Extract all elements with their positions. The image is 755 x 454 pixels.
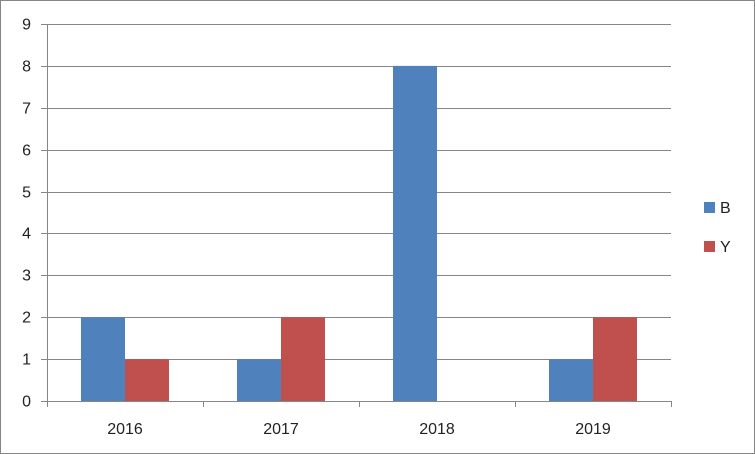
axes [47, 24, 671, 402]
y-tick-label: 1 [22, 352, 31, 369]
y-tick-label: 6 [22, 143, 31, 160]
y-tick-label: 0 [22, 394, 31, 411]
bars [81, 65, 637, 401]
legend-swatch-B [704, 202, 715, 213]
legend-swatch-Y [704, 241, 715, 252]
legend-label-B: B [720, 200, 731, 217]
bar-B-2019 [549, 359, 593, 401]
x-tick-label: 2019 [575, 421, 611, 438]
y-axis-ticks: 0 1 2 3 4 5 6 7 8 9 [22, 17, 47, 411]
bar-Y-2019 [593, 317, 637, 401]
gridlines [47, 24, 671, 360]
y-tick-label: 4 [22, 226, 31, 243]
bar-B-2017 [237, 359, 281, 401]
y-tick-label: 5 [22, 185, 31, 202]
bar-B-2016 [81, 317, 125, 401]
y-tick-label: 8 [22, 59, 31, 76]
legend: BY [704, 200, 731, 256]
x-tick-label: 2017 [263, 421, 299, 438]
bar-Y-2017 [281, 317, 325, 401]
x-tick-label: 2018 [419, 421, 455, 438]
bar-B-2018 [393, 65, 437, 401]
y-tick-label: 3 [22, 268, 31, 285]
y-tick-label: 2 [22, 310, 31, 327]
legend-label-Y: Y [720, 239, 731, 256]
y-tick-label: 7 [22, 101, 31, 118]
y-tick-label: 9 [22, 17, 31, 34]
x-axis-ticks: 2016 2017 2018 2019 [47, 401, 672, 438]
bar-Y-2016 [125, 359, 169, 401]
x-tick-label: 2016 [107, 421, 143, 438]
